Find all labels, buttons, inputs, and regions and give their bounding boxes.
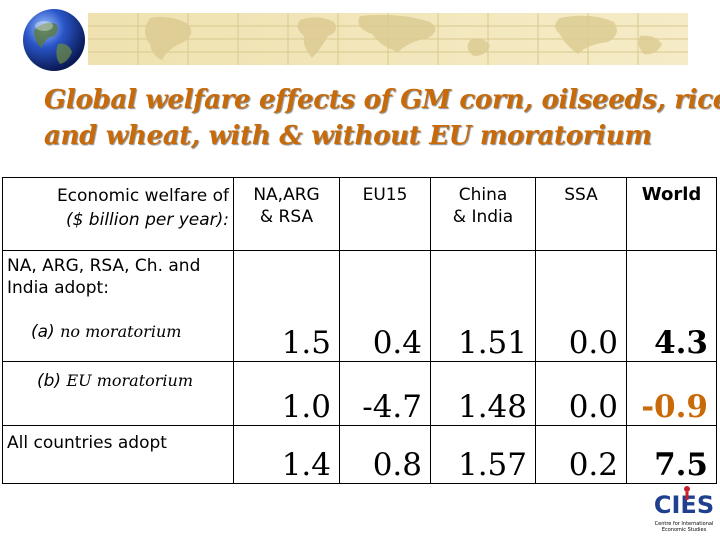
value: 1.51 <box>457 325 527 361</box>
value-cell: 0.0 <box>535 250 627 362</box>
row-sublabel: (b) EU moratorium <box>7 362 233 392</box>
slide-title: Global welfare effects of GM corn, oilse… <box>44 82 720 154</box>
header-cell-ssa: SSA <box>535 177 627 251</box>
cies-logo-mark: CIES <box>654 486 714 519</box>
cies-logo: CIES Centre for International Economic S… <box>650 483 718 539</box>
logo-tagline-line1: Centre for International <box>654 521 714 527</box>
world-value-cell: 7.5 <box>626 425 717 484</box>
value-cell: 0.4 <box>339 250 431 362</box>
value-cell: 1.0 <box>233 361 340 426</box>
column-header: EU15 <box>362 185 408 205</box>
value-cell: 1.48 <box>430 361 536 426</box>
value: 1.0 <box>281 389 331 425</box>
value: 0.8 <box>372 447 422 483</box>
table-row: All countries adopt 1.4 0.8 1.57 0.2 7.5 <box>2 425 717 484</box>
row-label: EU moratorium <box>66 371 194 390</box>
row-label-cell: (b) EU moratorium <box>2 361 234 426</box>
value: -4.7 <box>362 389 422 425</box>
title-line-2: and wheat, with & without EU moratorium <box>44 121 652 151</box>
value-cell: 0.8 <box>339 425 431 484</box>
value-cell: -4.7 <box>339 361 431 426</box>
row-label-cell: All countries adopt <box>2 425 234 484</box>
world-map-banner <box>23 9 688 71</box>
world-value-cell: -0.9 <box>626 361 717 426</box>
value: 1.4 <box>281 447 331 483</box>
header-cell-label: Economic welfare of ($ billion per year)… <box>2 177 234 251</box>
value-cell: 1.5 <box>233 250 340 362</box>
column-header: China & India <box>452 185 514 227</box>
value-cell: 1.4 <box>233 425 340 484</box>
value: 1.5 <box>281 325 331 361</box>
table-row: (b) EU moratorium 1.0 -4.7 1.48 0.0 -0.9 <box>2 361 717 426</box>
column-header: World <box>641 184 702 205</box>
logo-tagline-line2: Economic Studies <box>661 527 707 533</box>
section-label: NA, ARG, RSA, Ch. and India adopt: <box>7 256 201 298</box>
header-cell-china-india: China & India <box>430 177 536 251</box>
row-sublabel: (a) no moratorium <box>7 299 233 343</box>
value: 1.48 <box>457 389 527 425</box>
header-label-line2: ($ billion per year): <box>65 210 229 230</box>
world-value: -0.9 <box>641 389 708 425</box>
row-label: All countries adopt <box>7 433 167 453</box>
world-value: 4.3 <box>654 325 708 361</box>
globe-icon <box>23 9 85 71</box>
row-letter: (b) <box>37 371 62 391</box>
value: 0.0 <box>568 389 618 425</box>
value-cell: 1.57 <box>430 425 536 484</box>
value-cell: 0.0 <box>535 361 627 426</box>
row-label-cell: NA, ARG, RSA, Ch. and India adopt: (a) n… <box>2 250 234 362</box>
logo-tagline: Centre for International Economic Studie… <box>650 521 718 533</box>
header-cell-eu15: EU15 <box>339 177 431 251</box>
welfare-table: Economic welfare of ($ billion per year)… <box>2 177 717 484</box>
column-header: NA,ARG & RSA <box>253 185 320 227</box>
row-letter: (a) <box>31 322 55 342</box>
header-banner <box>0 0 720 78</box>
header-cell-na-arg-rsa: NA,ARG & RSA <box>233 177 340 251</box>
logo-mark-text: CIES <box>654 491 714 519</box>
value-cell: 0.2 <box>535 425 627 484</box>
table-header-row: Economic welfare of ($ billion per year)… <box>2 177 717 251</box>
value: 0.0 <box>568 325 618 361</box>
value: 0.4 <box>372 325 422 361</box>
world-value: 7.5 <box>654 447 708 483</box>
header-cell-world: World <box>626 177 717 251</box>
title-line-1: Global welfare effects of GM corn, oilse… <box>44 85 720 115</box>
value: 1.57 <box>457 447 527 483</box>
value: 0.2 <box>568 447 618 483</box>
value-cell: 1.51 <box>430 250 536 362</box>
world-value-cell: 4.3 <box>626 250 717 362</box>
column-header: SSA <box>564 185 598 205</box>
header-label-line1: Economic welfare of <box>56 186 229 206</box>
row-label: no moratorium <box>60 322 182 341</box>
table-row: NA, ARG, RSA, Ch. and India adopt: (a) n… <box>2 250 717 362</box>
